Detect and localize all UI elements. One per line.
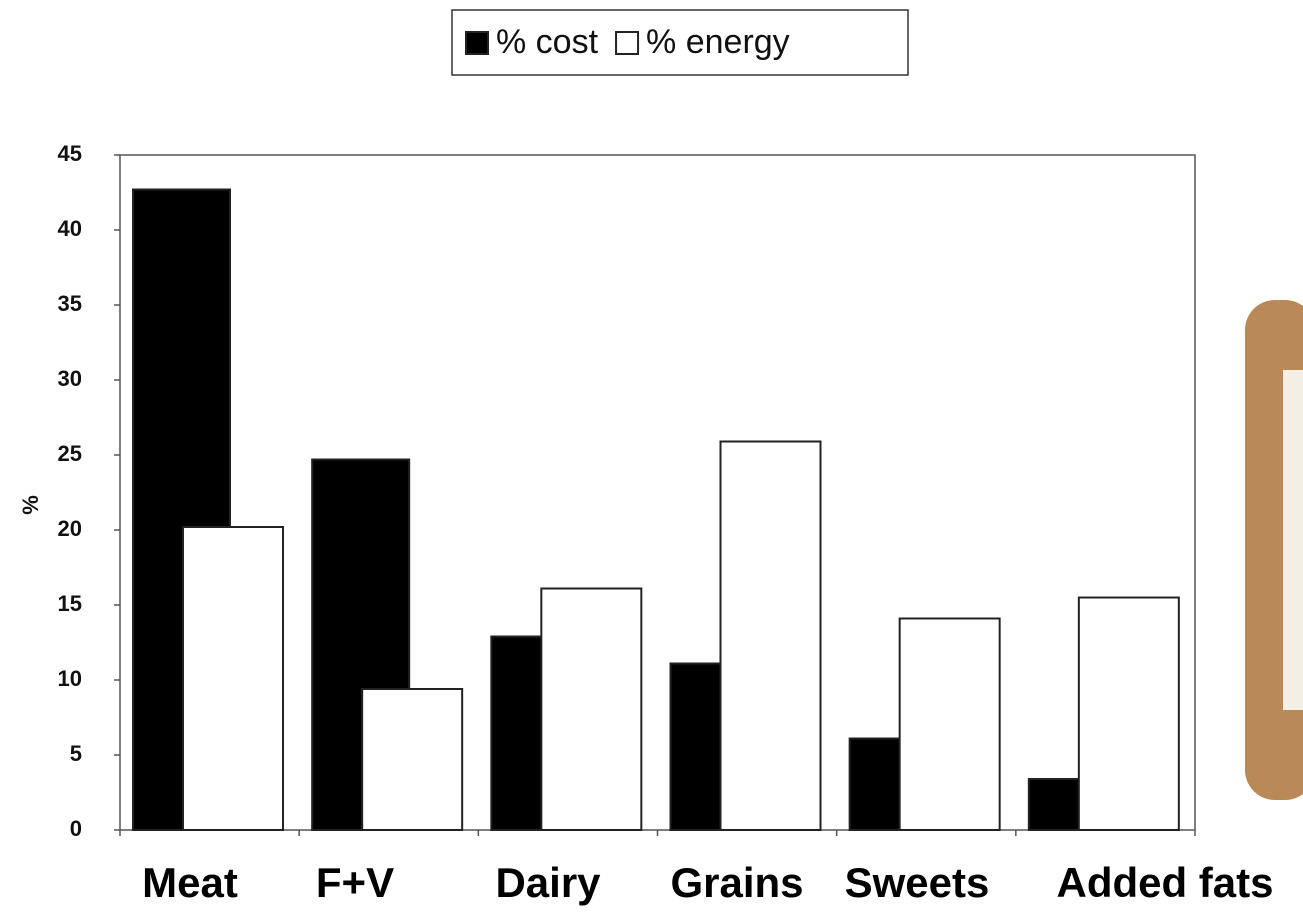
y-tick-label: 5 [70, 741, 82, 766]
legend-swatch [465, 31, 489, 55]
x-tick-label: Dairy [495, 859, 601, 906]
x-tick-label: Grains [670, 859, 803, 906]
y-tick-label: 35 [58, 291, 82, 316]
y-tick-label: 45 [58, 141, 82, 166]
legend-box [451, 9, 909, 76]
bar [719, 440, 822, 831]
y-tick-label: 30 [58, 366, 82, 391]
y-tick-label: 0 [70, 816, 82, 841]
bar [182, 526, 284, 831]
bar [361, 688, 464, 831]
legend-label: % energy [646, 23, 790, 61]
bar [898, 617, 1001, 831]
y-tick-label: 15 [58, 591, 82, 616]
photo-decoration [1245, 300, 1303, 800]
bar [1077, 596, 1180, 831]
bar [540, 587, 643, 831]
y-tick-label: 10 [58, 666, 82, 691]
legend-label: % cost [496, 23, 599, 61]
legend-swatch [615, 31, 640, 55]
x-tick-label: Sweets [845, 859, 990, 906]
y-tick-label: 25 [58, 441, 82, 466]
x-tick-label: Meat [142, 859, 238, 906]
x-tick-label: Added fats [1056, 859, 1273, 906]
y-axis-label: % [18, 495, 43, 515]
y-tick-label: 40 [58, 216, 82, 241]
x-tick-label: F+V [316, 859, 394, 906]
y-tick-label: 20 [58, 516, 82, 541]
